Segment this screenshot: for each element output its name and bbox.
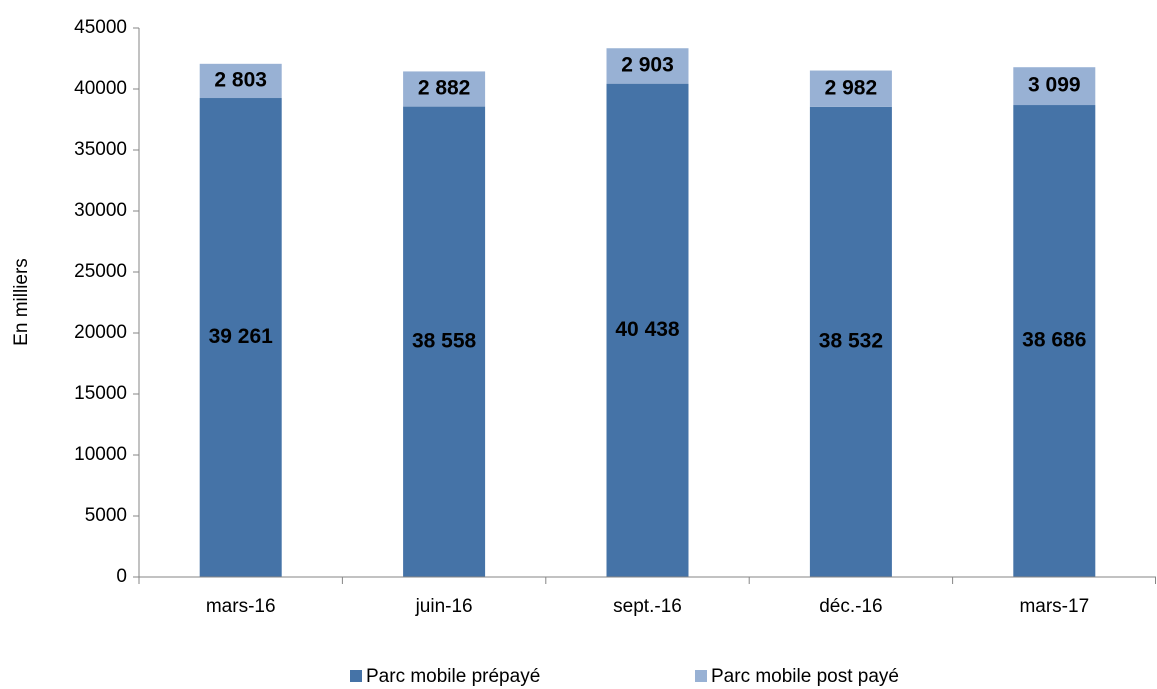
value-label: 2 982 <box>825 76 878 99</box>
x-tick-label: déc.-16 <box>819 596 882 617</box>
value-label: 38 558 <box>412 329 477 352</box>
y-tick-label: 25000 <box>74 261 127 282</box>
bar-segment <box>606 83 689 577</box>
value-label: 3 099 <box>1028 74 1081 97</box>
value-label: 40 438 <box>615 318 680 341</box>
legend-swatch <box>350 670 362 682</box>
legend-label: Parc mobile prépayé <box>366 666 540 687</box>
y-tick-label: 30000 <box>74 200 127 221</box>
x-tick-label: mars-17 <box>1019 596 1089 617</box>
y-axis-label: En milliers <box>11 258 32 346</box>
y-tick-label: 15000 <box>74 383 127 404</box>
bar-segment <box>403 106 486 577</box>
bar-segment <box>809 70 892 107</box>
value-label: 38 532 <box>819 330 883 353</box>
bar-segment <box>403 71 486 107</box>
bar-segment <box>199 98 282 577</box>
x-tick-label: juin-16 <box>415 596 473 617</box>
y-tick-label: 5000 <box>85 505 127 526</box>
legend-label: Parc mobile post payé <box>711 666 899 687</box>
y-tick-label: 40000 <box>74 78 127 99</box>
y-tick-label: 35000 <box>74 139 127 160</box>
value-label: 2 882 <box>418 77 471 100</box>
value-label: 2 803 <box>214 68 267 91</box>
y-tick-label: 0 <box>116 566 127 587</box>
bar-segment <box>809 106 892 577</box>
legend-swatch <box>695 670 707 682</box>
x-tick-label: mars-16 <box>206 596 276 617</box>
y-tick-label: 10000 <box>74 444 127 465</box>
x-tick-label: sept.-16 <box>613 596 682 617</box>
value-label: 2 903 <box>621 53 674 76</box>
bar-segment <box>1013 105 1096 578</box>
bar-segment <box>199 63 282 99</box>
bar-segment <box>1013 67 1096 106</box>
y-tick-label: 45000 <box>74 17 127 38</box>
value-label: 39 261 <box>209 325 274 348</box>
bar-segment <box>606 48 689 84</box>
value-label: 38 686 <box>1022 329 1086 352</box>
y-tick-label: 20000 <box>74 322 127 343</box>
